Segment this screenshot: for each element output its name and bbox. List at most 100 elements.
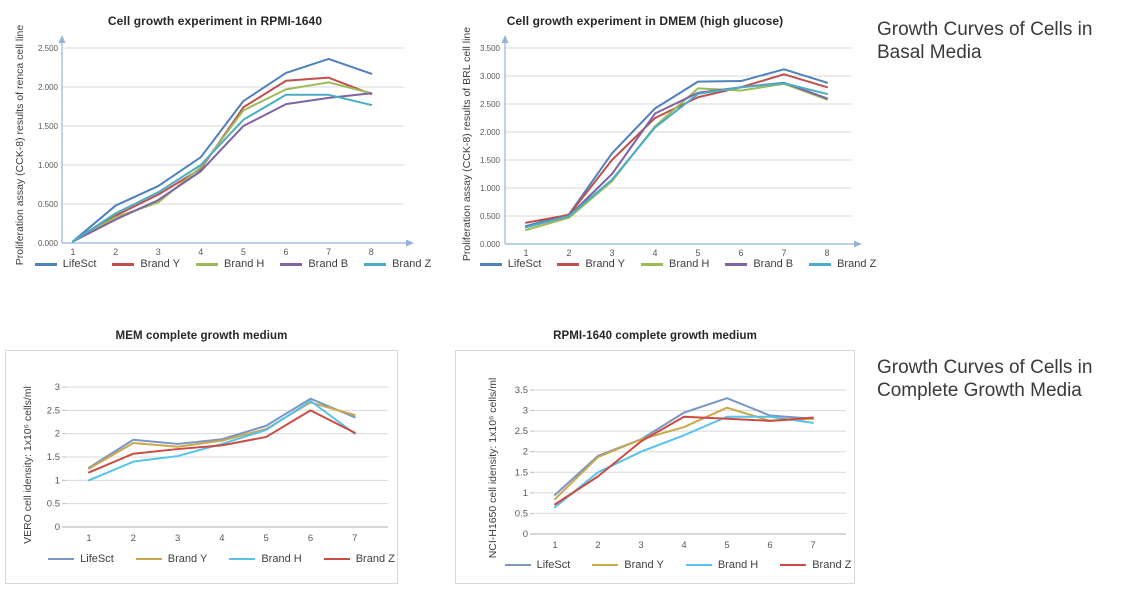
legend-item: Brand Z <box>809 258 876 270</box>
x-tick-label: 5 <box>264 533 269 544</box>
legend: LifeSct Brand Y Brand H Brand Z <box>502 559 854 571</box>
series-line-brand-b <box>72 92 373 243</box>
y-tick-label: 3 <box>523 406 528 417</box>
legend: LifeSct Brand Y Brand H Brand Z <box>46 553 397 565</box>
y-tick-label: 2 <box>55 429 60 440</box>
y-tick-label: 0.000 <box>38 239 59 248</box>
series-line-lifesct <box>88 397 356 469</box>
x-tick-label: 1 <box>523 248 528 258</box>
y-tick-label: 0.000 <box>480 240 501 249</box>
plot-area: 0.000 0.500 1.000 1.500 2.000 2.500 1 2 3 4 5 6 7 8 <box>38 35 414 257</box>
y-tick-label: 2.000 <box>38 83 59 92</box>
legend-item: LifeSct <box>504 559 570 571</box>
legend-marker-brand-b <box>725 262 748 266</box>
legend-marker-brand-z <box>809 262 832 266</box>
y-tick-label: 0 <box>55 522 60 533</box>
y-tick-label: 2.5 <box>515 426 528 437</box>
x-tick-label: 6 <box>738 248 743 258</box>
legend-marker-brand-h <box>195 262 218 266</box>
plot-area: 0 0.5 1 1.5 2 2.5 3 3.5 1 2 3 4 5 6 7 <box>515 385 846 551</box>
series-line-lifesct <box>554 397 814 496</box>
x-tick-label: 2 <box>131 533 136 544</box>
chart-frame: VERO cell idensity: 1x10⁶ cells/ml 0 0.5 1… <box>5 350 398 584</box>
legend-item: Brand H <box>229 553 302 565</box>
chart-title: RPMI-1640 complete growth medium <box>553 330 757 342</box>
legend-label: Brand Y <box>624 559 664 571</box>
y-tick-label: 1.500 <box>480 156 501 165</box>
plot-area: 0 0.5 1 1.5 2 2.5 3 1 2 3 4 5 6 7 <box>47 382 388 544</box>
y-tick-label: 3.500 <box>480 44 501 53</box>
legend-label: Brand B <box>308 258 349 270</box>
x-tick-label: 2 <box>595 540 600 551</box>
x-tick-label: 7 <box>810 540 815 551</box>
x-tick-label: 1 <box>86 533 91 544</box>
legend-label: Brand Z <box>812 559 852 571</box>
series-line-brand-z <box>525 82 828 229</box>
x-tick-label: 2 <box>566 248 571 258</box>
legend-label: Brand Z <box>355 553 395 565</box>
legend-label: Brand B <box>753 258 794 270</box>
x-tick-label: 8 <box>369 247 374 257</box>
legend-item: Brand B <box>725 258 793 270</box>
legend-marker-brand-y <box>592 564 619 566</box>
legend-marker-brand-h <box>229 558 256 560</box>
x-tick-label: 6 <box>283 247 288 257</box>
chart-title: Cell growth experiment in RPMI-1640 <box>107 14 323 28</box>
x-tick-label: 4 <box>652 248 657 258</box>
legend-label: Brand Y <box>167 553 208 565</box>
y-tick-label: 1.5 <box>515 467 528 478</box>
legend-marker-lifesct <box>479 262 502 266</box>
series-line-brand-h <box>554 415 814 509</box>
y-tick-label: 3 <box>55 382 60 393</box>
series-line-brand-h <box>88 400 356 482</box>
y-tick-label: 0 <box>523 529 528 540</box>
x-tick-label: 3 <box>175 533 180 544</box>
x-tick-label: 7 <box>781 248 786 258</box>
legend-label: Brand Y <box>140 258 180 270</box>
y-tick-label: 2.5 <box>47 405 60 416</box>
x-tick-label: 6 <box>308 533 313 544</box>
x-axis-arrow-icon <box>854 240 862 248</box>
series-line-brand-z <box>554 415 814 506</box>
y-tick-label: 1.000 <box>38 161 59 170</box>
y-axis-arrow-icon <box>58 35 66 43</box>
legend-marker-brand-z <box>323 558 350 560</box>
x-tick-label: 3 <box>638 540 643 551</box>
y-axis-arrow-icon <box>501 35 509 43</box>
legend-marker-brand-h <box>640 262 663 266</box>
y-tick-label: 0.5 <box>47 499 60 510</box>
legend-label: Brand H <box>223 258 265 270</box>
x-tick-label: 5 <box>724 540 729 551</box>
chart-title: MEM complete growth medium <box>115 330 288 342</box>
y-tick-label: 0.5 <box>515 508 528 519</box>
legend-label: Brand H <box>668 258 710 270</box>
legend-item: LifeSct <box>48 553 114 565</box>
legend: LifeSct Brand Y Brand H Brand B Brand Z <box>34 258 431 270</box>
legend-item: Brand Z <box>364 258 431 270</box>
series-line-brand-h <box>72 81 373 243</box>
y-tick-label: 1 <box>523 488 528 499</box>
section-heading-complete: Growth Curves of Cells in Complete Growt… <box>877 356 1132 402</box>
x-tick-label: 7 <box>352 533 357 544</box>
x-tick-label: 1 <box>552 540 557 551</box>
x-tick-label: 4 <box>219 533 224 544</box>
y-tick-label: 2 <box>523 447 528 458</box>
legend-item: Brand H <box>640 258 710 270</box>
x-axis-arrow-icon <box>406 239 414 247</box>
x-tick-label: 6 <box>767 540 772 551</box>
x-tick-label: 7 <box>326 247 331 257</box>
x-tick-label: 8 <box>824 248 829 258</box>
y-tick-label: 1.500 <box>38 122 59 131</box>
chart-basal-dmem: Cell growth experiment in DMEM (high glu… <box>428 6 876 296</box>
y-tick-label: 2.000 <box>480 128 501 137</box>
legend: LifeSct Brand Y Brand H Brand B Brand Z <box>479 258 876 270</box>
y-tick-label: 1 <box>55 475 60 486</box>
y-tick-label: 0.500 <box>480 212 501 221</box>
legend-marker-lifesct <box>504 564 531 566</box>
y-tick-label: 0.500 <box>38 200 59 209</box>
legend-item: Brand Z <box>323 553 395 565</box>
chart-complete-rpmi: RPMI-1640 complete growth medium NCI-H16… <box>455 324 855 586</box>
legend-label: Brand Y <box>585 258 625 270</box>
legend-item: Brand H <box>685 559 758 571</box>
legend-marker-brand-y <box>557 262 580 266</box>
